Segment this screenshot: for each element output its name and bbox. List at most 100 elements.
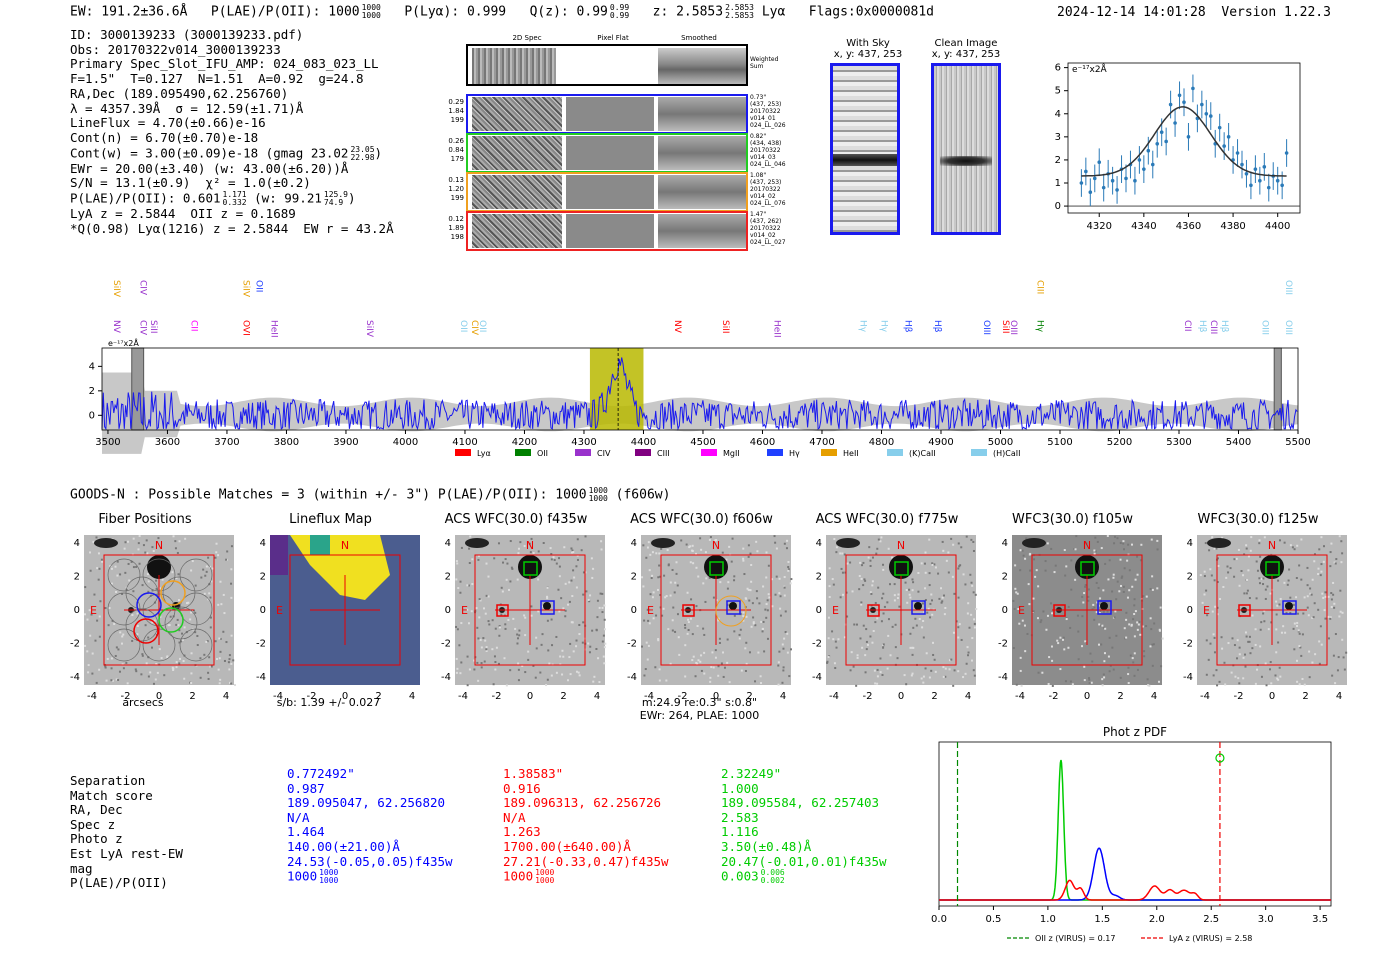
panel-noise-pixel bbox=[1092, 618, 1095, 621]
panel-noise-pixel bbox=[1215, 669, 1218, 672]
panel-noise-pixel bbox=[1023, 624, 1026, 627]
panel-noise-pixel bbox=[1101, 589, 1104, 592]
panel-y-tick-label: 2 bbox=[259, 572, 265, 583]
panel-noise-pixel bbox=[1032, 597, 1035, 600]
panel-noise-pixel bbox=[519, 541, 522, 544]
panel-noise-pixel bbox=[1233, 644, 1236, 647]
panel-noise-pixel bbox=[1311, 661, 1314, 664]
panel-noise-pixel bbox=[1324, 591, 1327, 594]
panel-noise-pixel bbox=[922, 675, 925, 678]
panel-noise-pixel bbox=[1242, 574, 1245, 577]
panel-noise-pixel bbox=[191, 560, 194, 563]
panel-y-tick-label: -4 bbox=[627, 672, 637, 683]
panel-noise-pixel bbox=[958, 623, 961, 626]
panel-noise-pixel bbox=[653, 666, 656, 669]
panel-noise-pixel bbox=[1091, 608, 1094, 611]
panel-noise-pixel bbox=[1201, 601, 1204, 604]
panel-noise-pixel bbox=[171, 571, 174, 574]
panel-noise-pixel bbox=[712, 596, 715, 599]
panel-noise-pixel bbox=[86, 650, 89, 653]
panel-noise-pixel bbox=[967, 602, 970, 605]
panel-noise-pixel bbox=[1258, 539, 1261, 542]
panel-noise-pixel bbox=[492, 683, 495, 686]
panel-noise-pixel bbox=[1306, 566, 1309, 569]
panel-noise-pixel bbox=[233, 684, 236, 687]
panel-noise-pixel bbox=[886, 667, 889, 670]
panel-noise-pixel bbox=[477, 679, 480, 682]
panel-noise-pixel bbox=[110, 679, 113, 682]
match-row-label: Est LyA rest-EW bbox=[70, 845, 183, 861]
panel-noise-pixel bbox=[104, 665, 107, 668]
panel-noise-pixel bbox=[832, 583, 835, 586]
fit-x-tick-label: 4340 bbox=[1131, 221, 1156, 232]
east-label: E bbox=[1018, 604, 1025, 617]
north-label: N bbox=[897, 539, 905, 552]
panel-noise-pixel bbox=[1124, 611, 1127, 614]
info-lambda: λ = 4357.39Å σ = 12.59(±1.71)Å bbox=[70, 100, 304, 116]
panel-noise-pixel bbox=[479, 639, 482, 642]
withsky-header: With Sky x, y: 437, 253 bbox=[828, 38, 908, 60]
panel-noise-pixel bbox=[1125, 559, 1128, 562]
panel-noise-pixel bbox=[1115, 537, 1118, 540]
panel-noise-pixel bbox=[116, 560, 119, 563]
panel-noise-pixel bbox=[748, 552, 751, 555]
panel-noise-pixel bbox=[471, 583, 474, 586]
panel-x-tick-label: -2 bbox=[121, 691, 131, 702]
panel-noise-pixel bbox=[860, 601, 863, 604]
spectrum-legend-label: CIII bbox=[657, 449, 670, 458]
panel-noise-pixel bbox=[650, 577, 653, 580]
panel-noise-pixel bbox=[137, 542, 140, 545]
panel-noise-pixel bbox=[749, 580, 752, 583]
panel-noise-pixel bbox=[1071, 683, 1074, 686]
panel-noise-pixel bbox=[1308, 650, 1311, 653]
panel-noise-pixel bbox=[1318, 548, 1321, 551]
panel-noise-pixel bbox=[689, 561, 692, 564]
panel-noise-pixel bbox=[912, 626, 915, 629]
fit-scale-label: e⁻¹⁷x2Å bbox=[1072, 63, 1108, 75]
panel-noise-pixel bbox=[230, 596, 233, 599]
panel-noise-pixel bbox=[841, 571, 844, 574]
panel-noise-pixel bbox=[1278, 666, 1281, 669]
weighted-sum-row bbox=[466, 44, 748, 86]
panel-noise-pixel bbox=[1108, 559, 1111, 562]
panel-noise-pixel bbox=[487, 595, 490, 598]
panel-noise-pixel bbox=[158, 648, 161, 651]
panel-noise-pixel bbox=[1258, 577, 1261, 580]
header-z: z: 2.5853 bbox=[652, 4, 724, 20]
panel-noise-pixel bbox=[944, 667, 947, 670]
panel-noise-pixel bbox=[1276, 677, 1279, 680]
panel-noise-pixel bbox=[214, 556, 217, 559]
panel-noise-pixel bbox=[781, 643, 784, 646]
panel-noise-pixel bbox=[555, 671, 558, 674]
panel-noise-pixel bbox=[960, 546, 963, 549]
panel-noise-pixel bbox=[153, 619, 156, 622]
panel-y-tick-label: -4 bbox=[256, 672, 266, 683]
panel-noise-pixel bbox=[968, 626, 971, 629]
panel-noise-pixel bbox=[1221, 647, 1224, 650]
cutout-smoothed-image bbox=[658, 136, 746, 170]
panel-noise-pixel bbox=[498, 634, 501, 637]
panel-noise-pixel bbox=[881, 674, 884, 677]
panel-noise-pixel bbox=[941, 600, 944, 603]
panel-noise-pixel bbox=[1219, 598, 1222, 601]
info-params: F=1.5" T=0.127 N=1.51 A=0.92 g=24.8 bbox=[70, 71, 364, 87]
panel-y-tick-label: 2 bbox=[1187, 572, 1193, 583]
panel-noise-pixel bbox=[96, 619, 99, 622]
panel-noise-pixel bbox=[928, 584, 931, 587]
panel-noise-pixel bbox=[455, 578, 458, 581]
panel-noise-pixel bbox=[787, 675, 790, 678]
panel-noise-pixel bbox=[1058, 636, 1061, 639]
cutout-meta-line: 0.82" bbox=[750, 133, 767, 140]
panel-noise-pixel bbox=[843, 553, 846, 556]
panel-noise-pixel bbox=[114, 565, 117, 568]
panel-noise-pixel bbox=[466, 684, 469, 687]
panel-noise-pixel bbox=[874, 621, 877, 624]
panel-noise-pixel bbox=[921, 602, 924, 605]
panel-noise-pixel bbox=[477, 558, 480, 561]
panel-noise-pixel bbox=[1149, 617, 1152, 620]
panel-noise-pixel bbox=[592, 680, 595, 683]
cutout-row-values: 0.12 1.89 198 bbox=[444, 215, 464, 242]
panel-noise-pixel bbox=[1139, 559, 1142, 562]
panel-noise-pixel bbox=[1259, 628, 1262, 631]
panel-noise-pixel bbox=[975, 608, 978, 611]
